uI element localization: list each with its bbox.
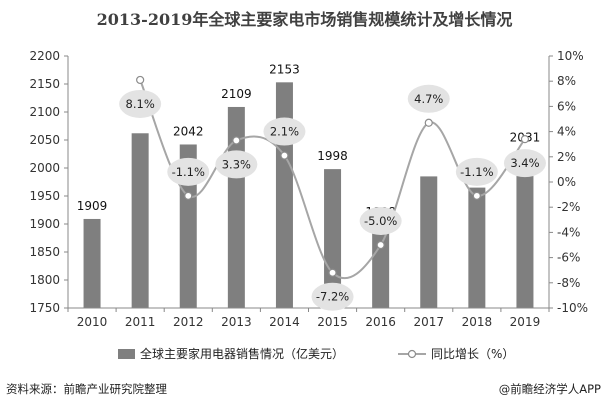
left-tick-label: 1900 [29,217,60,231]
growth-value-label: -1.1% [460,165,493,179]
legend-line-label: 同比增长（%） [431,347,514,361]
growth-point [424,118,433,127]
x-tick-label: 2016 [365,315,396,329]
growth-point [136,75,145,85]
x-tick-label: 2013 [221,315,252,329]
x-tick-label: 2017 [413,315,444,329]
bar-value-label: 1998 [317,149,348,163]
left-tick-label: 1800 [29,273,60,287]
bar [324,169,342,308]
growth-value-label: 3.3% [222,157,251,171]
growth-label-bubble [311,282,354,311]
growth-value-label: 4.7% [414,92,443,106]
bar [420,176,438,308]
growth-label-bubble [167,157,210,186]
bar-value-label: 2153 [269,62,300,76]
bar [372,225,390,308]
growth-value-labels: 8.1% -1.1% 3.3% 2.1% -7.2% -5.0% 4.7% -1.1% 3.4% [119,84,546,311]
growth-value-label: -5.0% [364,214,397,228]
right-tick-label: 8% [557,74,576,88]
growth-point [472,191,481,200]
growth-point [520,135,530,144]
growth-point [376,240,385,250]
bar-value-label: 1909 [77,199,108,213]
growth-point [328,268,337,277]
growth-point [280,151,289,160]
left-tick-label: 2150 [29,77,60,91]
right-tick-label: 0% [557,175,576,189]
left-tick-label: 1750 [29,301,60,315]
bar-series [83,82,534,309]
bar-value-label: 2042 [173,124,204,138]
legend-bar-label: 全球主要家用电器销售情况（亿美元） [140,346,344,361]
legend-line-marker [407,349,417,359]
right-tick-label: 4% [557,125,576,139]
growth-value-label: -1.1% [172,165,205,179]
growth-label-bubble [455,157,498,186]
growth-label-bubble [503,149,546,178]
left-tick-label: 2200 [29,49,60,63]
growth-value-label: 3.4% [510,156,539,170]
growth-label-bubble [263,117,306,146]
right-tick-label: -6% [557,251,580,265]
x-tick-label: 2010 [77,315,108,329]
x-tick-label: 2012 [173,315,204,329]
growth-label-bubble [119,89,162,118]
legend: 全球主要家用电器销售情况（亿美元） 同比增长（%） [118,346,514,361]
axes: 1750 1800 1850 1900 1950 2000 2050 2100 2150 2200… [29,49,588,329]
x-tick-label: 2015 [317,315,348,329]
left-tick-label: 2000 [29,161,60,175]
source-note: 资料来源：前瞻产业研究院整理 [6,382,167,396]
bar [275,82,293,308]
right-tick-label: 10% [557,49,584,63]
growth-label-bubble [215,150,258,179]
left-tick-label: 2100 [29,105,60,119]
right-tick-label: 6% [557,99,576,113]
growth-value-label: 2.1% [270,125,299,139]
growth-label-bubble [359,207,402,235]
x-tick-label: 2019 [510,315,541,329]
right-tick-label: -2% [557,200,580,214]
left-tick-label: 1950 [29,189,60,203]
legend-bar-swatch [118,349,135,359]
bar-value-label: 2109 [221,87,252,101]
right-tick-label: -8% [557,276,580,290]
bar [131,133,149,308]
x-tick-label: 2018 [462,315,493,329]
left-tick-label: 1850 [29,245,60,259]
bar [83,218,101,308]
growth-value-label: -7.2% [316,290,349,304]
growth-value-label: 8.1% [126,97,155,111]
right-tick-label: -4% [557,225,580,239]
right-tick-label: 2% [557,150,576,164]
x-tick-label: 2014 [269,315,300,329]
left-tick-label: 2050 [29,133,60,147]
x-tick-label: 2011 [125,315,156,329]
bar [516,150,534,308]
chart-title: 2013-2019年全球主要家电市场销售规模统计及增长情况 [96,10,513,29]
credit-note: @前瞻经济学人APP [498,382,601,396]
growth-point [232,136,241,145]
growth-point [184,191,193,200]
growth-label-bubble [407,84,450,113]
right-tick-label: -10% [557,301,588,315]
bar [468,187,486,308]
